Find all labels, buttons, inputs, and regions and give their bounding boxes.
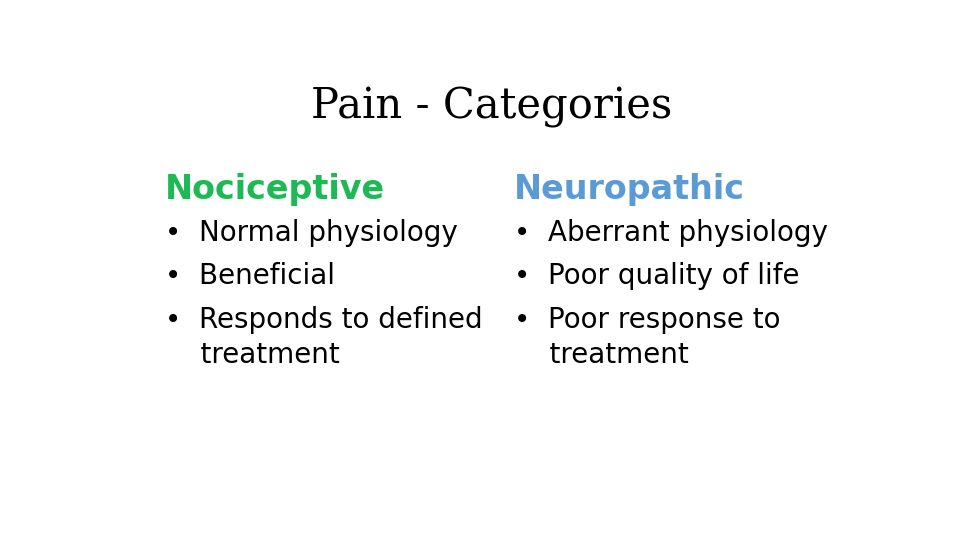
Text: •  Poor response to
    treatment: • Poor response to treatment <box>515 306 780 369</box>
Text: •  Poor quality of life: • Poor quality of life <box>515 262 800 291</box>
Text: Nociceptive: Nociceptive <box>165 173 385 206</box>
Text: •  Beneficial: • Beneficial <box>165 262 335 291</box>
Text: Pain - Categories: Pain - Categories <box>311 85 673 127</box>
Text: •  Aberrant physiology: • Aberrant physiology <box>515 219 828 247</box>
Text: •  Responds to defined
    treatment: • Responds to defined treatment <box>165 306 482 369</box>
Text: Neuropathic: Neuropathic <box>515 173 745 206</box>
Text: •  Normal physiology: • Normal physiology <box>165 219 457 247</box>
